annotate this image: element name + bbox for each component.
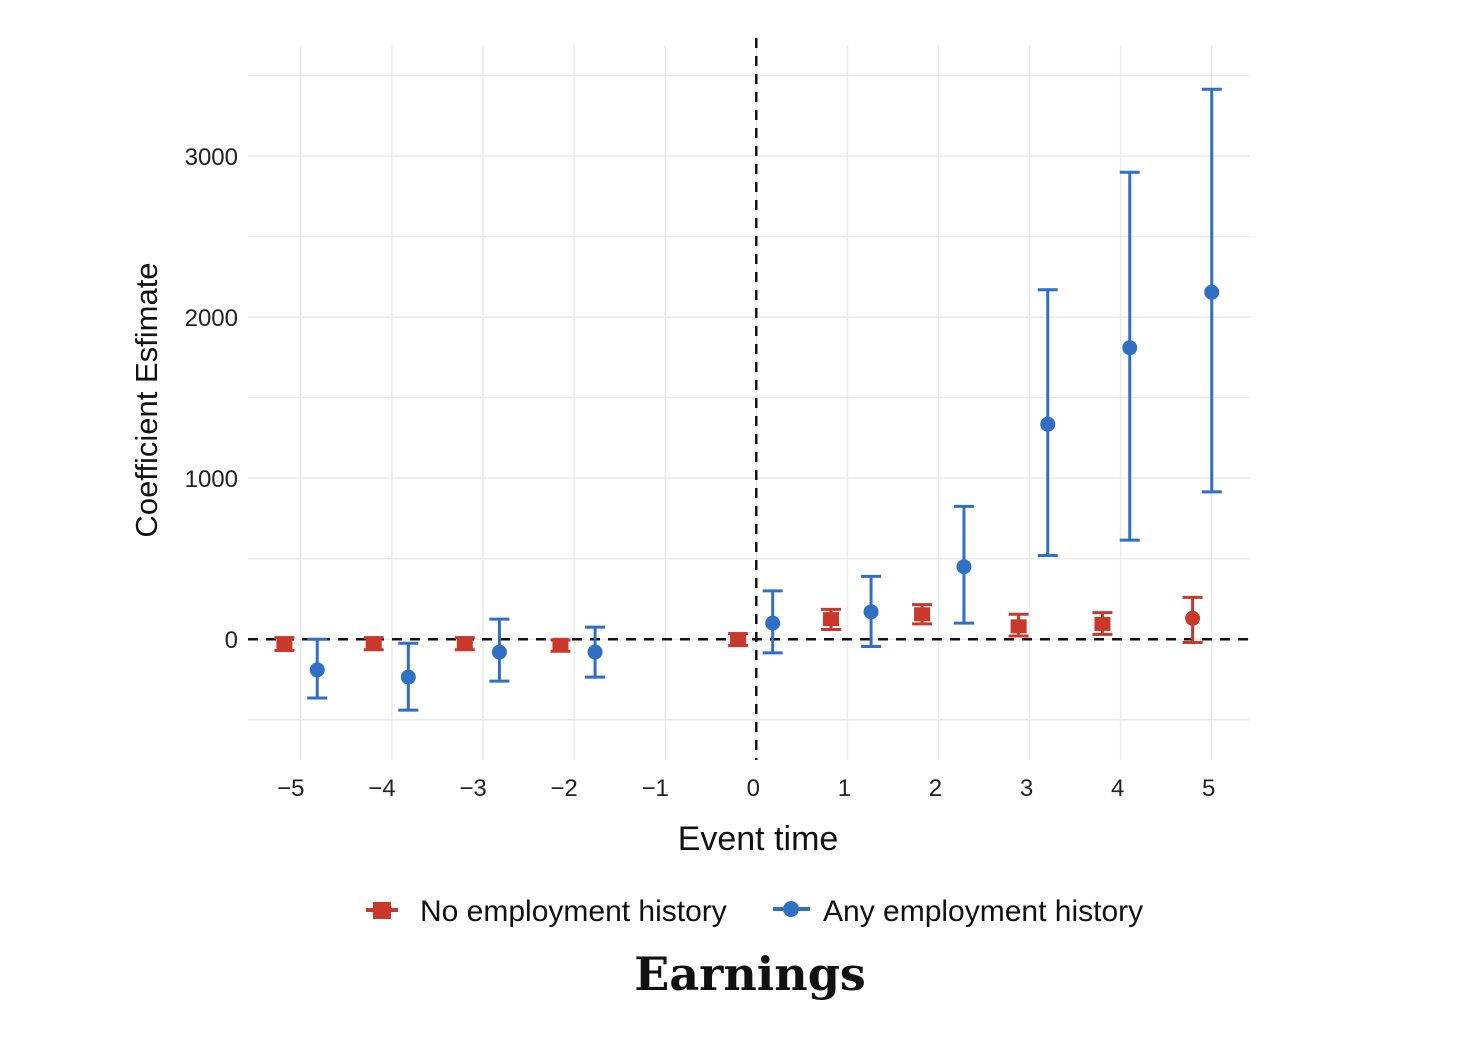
y-tick-label: 3000 (185, 144, 238, 171)
point-marker (400, 669, 416, 685)
x-tick-label: 5 (1202, 775, 1215, 802)
no-employment-point (820, 607, 841, 632)
point-marker (456, 636, 473, 651)
point-marker (1122, 340, 1138, 356)
point-marker (1185, 610, 1201, 626)
legend: No employment history Any employment his… (366, 895, 1143, 928)
point-marker (491, 644, 507, 660)
tick-labels: −5 −4 −3 −2 −1 0 1 2 3 4 5 0 1000 2000 3000 (185, 144, 1216, 802)
any-employment-point (307, 637, 328, 700)
no-employment-point (1092, 611, 1113, 636)
chart-caption: Earnings (634, 947, 866, 1001)
x-tick-label: −5 (277, 775, 304, 802)
no-employment-point (363, 636, 384, 652)
any-employment-point (1119, 170, 1140, 542)
x-tick-label: 4 (1111, 775, 1124, 802)
legend-key-no-employment (366, 902, 398, 919)
any-employment-point (762, 589, 783, 655)
legend-label-any-employment: Any employment history (823, 895, 1143, 928)
reference-lines (248, 38, 1250, 760)
no-employment-point (728, 632, 749, 648)
no-employment-point (912, 603, 933, 626)
point-marker (309, 662, 325, 678)
point-marker (765, 615, 781, 631)
y-tick-label: 1000 (185, 466, 238, 493)
point-marker (822, 612, 839, 627)
x-axis-label: Event time (678, 820, 839, 858)
point-marker (1010, 619, 1027, 634)
x-tick-label: 0 (747, 775, 760, 802)
no-employment-point (550, 637, 571, 653)
no-employment-point (1182, 595, 1203, 644)
any-employment-point (585, 625, 606, 679)
point-marker (587, 644, 603, 660)
x-tick-label: −2 (550, 775, 577, 802)
point-marker (863, 604, 879, 620)
any-employment-point (1201, 87, 1222, 494)
data-marks (274, 87, 1222, 712)
any-employment-point (861, 574, 882, 648)
y-axis-label: Coefficient Esfimate (129, 262, 164, 537)
y-tick-label: 2000 (185, 305, 238, 332)
no-employment-point (1008, 612, 1029, 638)
no-employment-point (274, 636, 295, 652)
no-employment-point (454, 636, 475, 652)
point-marker (1040, 416, 1056, 432)
point-marker (365, 636, 382, 651)
any-employment-point (953, 504, 974, 625)
point-marker (956, 559, 972, 575)
legend-key-any-employment (773, 901, 810, 917)
point-marker (1094, 616, 1111, 631)
point-marker (552, 637, 569, 652)
any-employment-point (1037, 288, 1058, 557)
x-tick-label: −4 (368, 775, 395, 802)
x-tick-label: −3 (459, 775, 486, 802)
x-tick-label: 2 (929, 775, 942, 802)
point-marker (914, 607, 931, 622)
gridlines (248, 45, 1250, 760)
any-employment-point (398, 641, 419, 712)
point-marker (276, 636, 293, 651)
point-marker (1204, 284, 1220, 300)
x-tick-label: 1 (838, 775, 851, 802)
x-tick-label: −1 (642, 775, 669, 802)
y-tick-label: 0 (225, 627, 238, 654)
point-marker (730, 632, 747, 647)
legend-label-no-employment: No employment history (420, 895, 727, 928)
x-tick-label: 3 (1020, 775, 1033, 802)
any-employment-point (489, 617, 510, 683)
